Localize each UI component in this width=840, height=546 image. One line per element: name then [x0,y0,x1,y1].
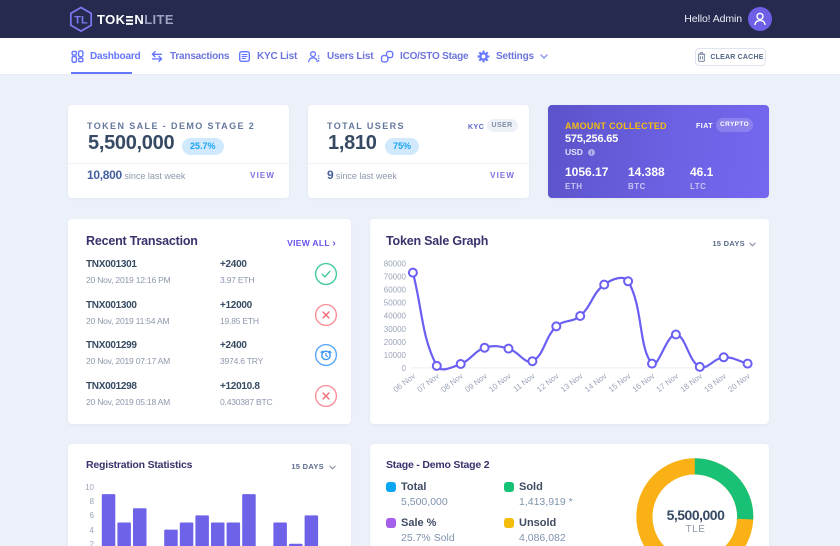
svg-text:11 Nov: 11 Nov [512,371,537,393]
svg-text:TL: TL [74,15,88,27]
svg-text:20 Nov: 20 Nov [726,371,752,394]
svg-text:20000: 20000 [384,338,407,347]
svg-text:80000: 80000 [384,260,407,269]
svg-text:16 Nov: 16 Nov [631,371,657,394]
svg-text:10: 10 [85,483,94,492]
svg-text:50000: 50000 [384,299,407,308]
svg-text:18 Nov: 18 Nov [679,371,705,394]
svg-text:15 Nov: 15 Nov [607,371,633,394]
svg-text:2: 2 [90,540,95,546]
svg-text:17 Nov: 17 Nov [655,371,681,394]
svg-text:19 Nov: 19 Nov [702,371,728,394]
svg-text:70000: 70000 [384,273,407,282]
svg-text:8: 8 [90,497,95,506]
svg-text:i: i [590,150,592,156]
svg-text:14 Nov: 14 Nov [583,371,609,394]
svg-text:08 Nov: 08 Nov [439,371,465,394]
svg-text:10 Nov: 10 Nov [487,371,513,394]
svg-text:0: 0 [402,364,407,373]
svg-text:30000: 30000 [384,325,407,334]
svg-text:4: 4 [90,526,95,535]
svg-text:10000: 10000 [384,351,407,360]
svg-text:6: 6 [90,511,95,520]
svg-text:13 Nov: 13 Nov [559,371,585,394]
svg-text:06 Nov: 06 Nov [392,371,418,394]
svg-text:60000: 60000 [384,286,407,295]
svg-text:12 Nov: 12 Nov [535,371,561,394]
svg-text:40000: 40000 [384,312,407,321]
svg-text:07 Nov: 07 Nov [416,371,442,394]
svg-text:09 Nov: 09 Nov [463,371,489,394]
